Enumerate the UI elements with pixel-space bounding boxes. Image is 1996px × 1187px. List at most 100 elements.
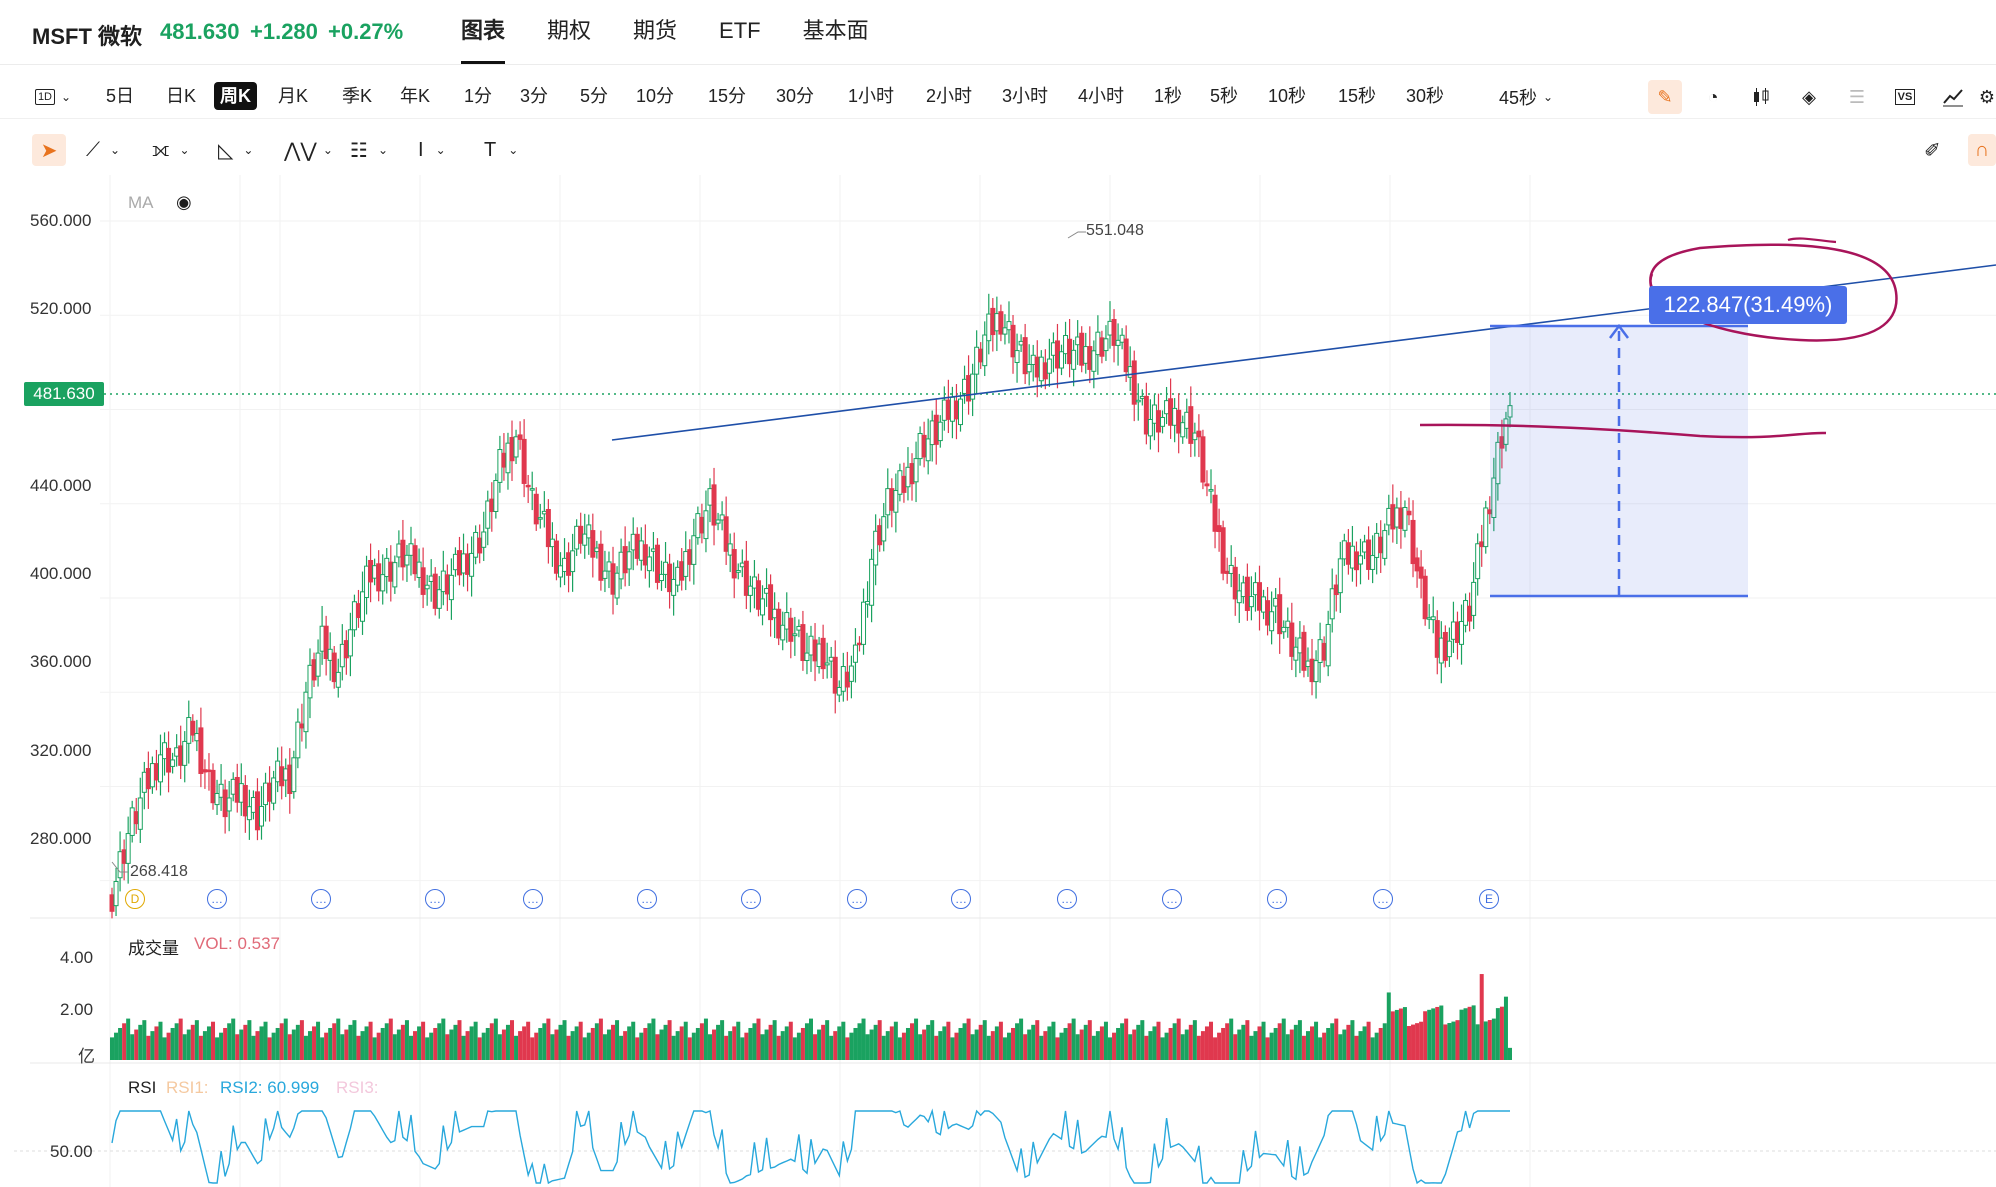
timeframe-30分[interactable]: 30分	[776, 86, 815, 106]
event-marker[interactable]: …	[1373, 889, 1393, 909]
candle-body	[1483, 507, 1489, 548]
tab-etf[interactable]: ETF	[719, 18, 761, 43]
candle-body	[1459, 621, 1465, 645]
timeframe-月K[interactable]: 月K	[278, 86, 309, 106]
candle-body	[210, 769, 216, 804]
timeframe-1小时[interactable]: 1小时	[848, 86, 895, 106]
timeframe-1秒[interactable]: 1秒	[1154, 86, 1183, 106]
timeframe-季K[interactable]: 季K	[342, 86, 373, 106]
timeframe-日K[interactable]: 日K	[166, 86, 197, 106]
rsi3-label: RSI3:	[336, 1078, 379, 1097]
timeframe-15秒[interactable]: 15秒	[1338, 86, 1377, 106]
event-marker[interactable]: …	[1057, 889, 1077, 909]
volume-bar	[978, 1024, 983, 1060]
candle-body	[214, 793, 220, 806]
candle-body	[121, 849, 127, 864]
brush-icon[interactable]: ✐	[1924, 139, 1941, 162]
event-marker[interactable]: …	[637, 889, 657, 909]
layers-icon[interactable]: ◈	[1802, 86, 1816, 107]
tab-chart[interactable]: 图表	[461, 0, 506, 64]
fib-icon[interactable]: ⟗ ⌄	[152, 138, 190, 161]
trendline-icon[interactable]: ⟋ ⌄	[86, 138, 121, 161]
pattern-icon[interactable]: ⋀⋁ ⌄	[284, 139, 333, 162]
candle-body	[1208, 489, 1214, 492]
volume-bar	[380, 1027, 385, 1060]
event-marker[interactable]: …	[523, 889, 543, 909]
timeframe-30秒[interactable]: 30秒	[1406, 86, 1445, 106]
event-marker[interactable]: …	[847, 889, 867, 909]
tab-futures[interactable]: 期货	[633, 18, 678, 43]
volume-bar	[328, 1027, 333, 1060]
volume-bar	[461, 1035, 466, 1060]
cursor-icon[interactable]: ➤	[32, 134, 66, 166]
measure-label[interactable]: 122.847(31.49%)	[1649, 286, 1847, 324]
timeframe-2小时[interactable]: 2小时	[926, 86, 973, 106]
timeframe-3分[interactable]: 3分	[520, 86, 549, 106]
timeframe-5分[interactable]: 5分	[580, 86, 609, 106]
candle-body	[319, 625, 325, 652]
volume-bar	[889, 1026, 894, 1060]
volume-bar	[970, 1034, 975, 1060]
candle-body	[893, 490, 899, 513]
volume-bar	[1354, 1035, 1359, 1060]
text-icon[interactable]: T ⌄	[484, 138, 519, 161]
volume-bar	[574, 1026, 579, 1060]
magnet-icon[interactable]: ∩	[1968, 134, 1996, 166]
candle-body	[545, 508, 551, 548]
dividend-marker[interactable]: D	[125, 889, 145, 909]
volume-bar	[1083, 1024, 1088, 1060]
timeframe-4小时[interactable]: 4小时	[1078, 86, 1125, 106]
volume-bar	[493, 1018, 498, 1060]
ma-label[interactable]: MA	[128, 193, 154, 212]
timeframe-年K[interactable]: 年K	[400, 86, 431, 106]
more-interval-select[interactable]: 45秒 ⌄	[1486, 80, 1566, 114]
cursor-text-icon[interactable]: I ⌄	[418, 138, 446, 161]
line-chart-icon[interactable]	[1936, 80, 1970, 114]
event-marker[interactable]: …	[425, 889, 445, 909]
triangle-icon[interactable]: ◺ ⌄	[218, 139, 254, 162]
volume-bar	[255, 1031, 260, 1060]
candle-body	[1256, 582, 1262, 611]
candle-body	[1325, 623, 1331, 667]
volume-bar	[602, 1034, 607, 1060]
event-marker[interactable]: …	[741, 889, 761, 909]
volume-bar	[1265, 1037, 1270, 1060]
candle-body	[574, 525, 580, 550]
tab-fundamentals[interactable]: 基本面	[802, 18, 869, 43]
volume-bar	[833, 1031, 838, 1060]
event-marker[interactable]: …	[311, 889, 331, 909]
event-marker[interactable]: …	[207, 889, 227, 909]
volume-bar	[934, 1035, 939, 1060]
vs-icon[interactable]: VS	[1888, 80, 1922, 114]
candle-body	[448, 574, 454, 601]
eye-hidden-icon[interactable]: ◉	[176, 192, 192, 212]
list-icon[interactable]: ☰	[1848, 86, 1866, 107]
volume-title: 成交量	[128, 939, 179, 958]
candlestick-icon[interactable]	[1744, 80, 1778, 114]
pencil-icon[interactable]: ✎	[1648, 80, 1682, 114]
symbol-title[interactable]: MSFT 微软	[32, 24, 142, 49]
timeframe-3小时[interactable]: 3小时	[1002, 86, 1049, 106]
timeframe-15分[interactable]: 15分	[708, 86, 747, 106]
text-lines-icon[interactable]: ☷ ⌄	[350, 139, 388, 162]
timeframe-1分[interactable]: 1分	[464, 86, 493, 106]
settings-icon[interactable]: ⚙	[1978, 86, 1996, 107]
gauge-icon[interactable]: ◔	[1707, 86, 1719, 107]
timeframe-10秒[interactable]: 10秒	[1268, 86, 1307, 106]
timeframe-周K[interactable]: 周K	[214, 82, 257, 110]
tab-options[interactable]: 期权	[547, 18, 592, 43]
event-marker[interactable]: …	[1162, 889, 1182, 909]
event-marker[interactable]: …	[951, 889, 971, 909]
volume-bar	[1144, 1035, 1149, 1060]
earnings-marker[interactable]: E	[1479, 889, 1499, 909]
event-marker[interactable]: …	[1267, 889, 1287, 909]
candle-body	[675, 566, 681, 586]
timeframe-10分[interactable]: 10分	[636, 86, 675, 106]
candle-body	[731, 549, 737, 579]
timeframe-5秒[interactable]: 5秒	[1210, 86, 1239, 106]
interval-select[interactable]: 1D ⌄	[28, 80, 78, 114]
volume-bar	[1310, 1026, 1315, 1060]
candle-body	[549, 538, 555, 548]
timeframe-5日[interactable]: 5日	[106, 86, 135, 106]
